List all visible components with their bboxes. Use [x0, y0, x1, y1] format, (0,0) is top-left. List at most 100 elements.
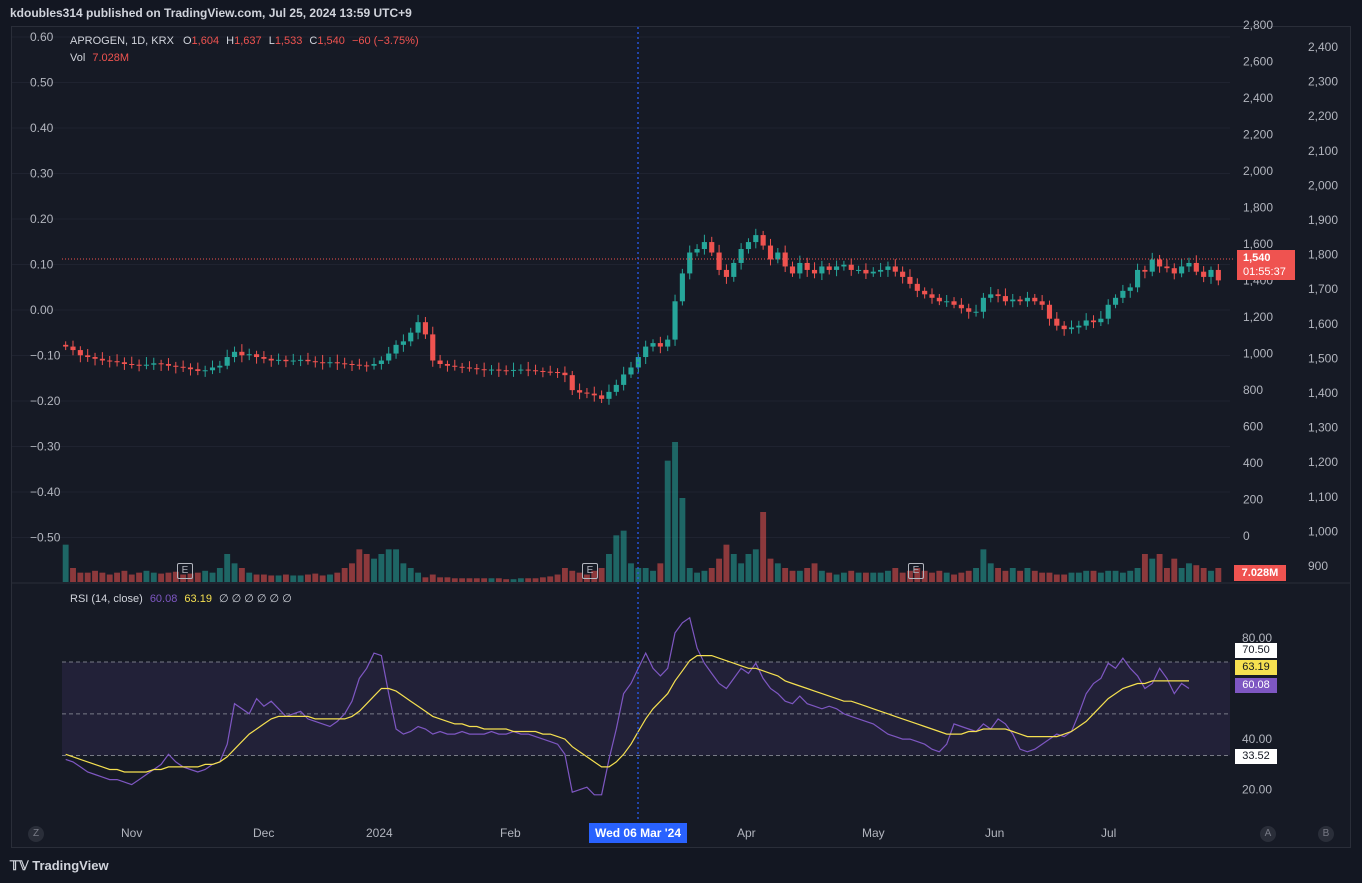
candle-body [114, 361, 120, 363]
volume-bar [341, 568, 348, 582]
right-axis-tick: 2,100 [1308, 144, 1338, 158]
chart-frame[interactable] [11, 26, 1351, 848]
candle-body [811, 269, 818, 274]
candle-body [77, 350, 83, 356]
candle-body [885, 266, 891, 270]
volume-bar [958, 572, 965, 582]
volume-bar [752, 549, 759, 582]
volume-bar [525, 578, 532, 582]
candle-body [70, 346, 76, 351]
right-axis-tick: 900 [1308, 559, 1328, 573]
close-value: 1,540 [317, 35, 345, 47]
earnings-marker-1[interactable]: E [177, 563, 193, 579]
rsi-upper-badge: 70.50 [1235, 643, 1277, 658]
crosshair-date-label: Wed 06 Mar '24 [589, 823, 687, 843]
axes: 0.60 0.50 0.40 0.30 0.20 0.10 0.00 −0.10 −0.20 −0… [30, 18, 1338, 840]
candle-body [966, 308, 972, 312]
volume-bar [1186, 563, 1192, 582]
candle-body [1193, 262, 1199, 272]
volume-bar [936, 570, 943, 582]
volume-bar [246, 572, 253, 582]
volume-bar [305, 574, 311, 582]
left-axis-tick: 0.50 [30, 76, 54, 90]
mid-axis-tick: 2,000 [1243, 164, 1273, 178]
left-axis-tick: 0.20 [30, 212, 54, 226]
candle-body [283, 359, 289, 362]
candle-body [209, 367, 216, 371]
candle-body [1076, 325, 1082, 328]
volume-bar [650, 570, 656, 582]
volume-bar [796, 570, 803, 582]
candle-body [466, 367, 473, 369]
price-badge-price: 1,540 [1243, 252, 1271, 264]
candle-body [1046, 304, 1053, 319]
mid-axis-tick: 600 [1243, 420, 1263, 434]
candle-body [870, 271, 876, 274]
candle-body [878, 269, 884, 272]
volume-bar [635, 568, 642, 582]
volume-bar [99, 572, 106, 582]
change-value: −60 (−3.75%) [351, 35, 419, 47]
candle-body [165, 364, 172, 366]
candle-body [92, 357, 98, 359]
candle-body [276, 359, 282, 361]
candle-body [907, 276, 913, 284]
volume-bar [811, 563, 818, 582]
volume-bar [371, 558, 377, 582]
volume-bar [826, 572, 833, 582]
candle-body [760, 235, 766, 246]
candle-body [187, 367, 194, 370]
candle-body [386, 353, 392, 361]
rsi-axis-tick: 40.00 [1242, 732, 1272, 746]
high-label: H [226, 35, 235, 47]
close-label: C [309, 35, 318, 47]
candle-body [444, 364, 451, 366]
volume-bar [973, 568, 979, 582]
volume-bar [738, 563, 745, 582]
candle-body [224, 357, 230, 366]
candle-body [789, 266, 796, 274]
candle-body [958, 304, 964, 309]
candle-body [569, 375, 575, 391]
candle-body [202, 370, 208, 372]
right-axis-tick: 1,700 [1308, 282, 1338, 296]
tv-icon: 𝕋𝕍 [10, 858, 33, 873]
corner-a-button[interactable]: A [1260, 826, 1276, 842]
candle-body [143, 364, 149, 366]
volume-bar [1061, 574, 1068, 582]
right-axis-tick: 1,600 [1308, 317, 1338, 331]
rsi-ma-badge: 63.19 [1235, 660, 1277, 675]
earnings-marker-2[interactable]: E [582, 563, 598, 579]
volume-bar [334, 572, 341, 582]
earnings-marker-3[interactable]: E [908, 563, 924, 579]
candle-body [1024, 297, 1031, 302]
volume-bar [789, 570, 796, 582]
corner-b-button[interactable]: B [1318, 826, 1334, 842]
volume-bar [1075, 572, 1082, 582]
volume-bar [1046, 572, 1053, 582]
volume-bar [833, 574, 840, 582]
tradingview-logo[interactable]: 𝕋𝕍 TradingView [10, 858, 109, 874]
open-value: 1,604 [191, 35, 220, 47]
candle-body [944, 301, 950, 303]
candle-body [1105, 304, 1111, 319]
volume-bar [349, 563, 355, 582]
candle-body [628, 367, 634, 375]
candle-body [121, 362, 127, 364]
corner-z-button[interactable]: Z [28, 826, 44, 842]
volume-bar [128, 574, 135, 582]
volume-bar [422, 577, 429, 582]
candle-body [738, 249, 744, 263]
candle-body [158, 363, 164, 365]
candle-body [393, 344, 399, 354]
volume-bar [1134, 568, 1141, 582]
volume-bar [628, 563, 634, 582]
mid-axis-tick: 2,400 [1243, 91, 1273, 105]
x-axis-label: Dec [253, 826, 274, 840]
mid-axis-tick: 0 [1243, 529, 1250, 543]
candle-body [936, 297, 942, 302]
grid [12, 36, 1350, 584]
volume-bar [1127, 570, 1134, 582]
candle-body [856, 269, 862, 271]
